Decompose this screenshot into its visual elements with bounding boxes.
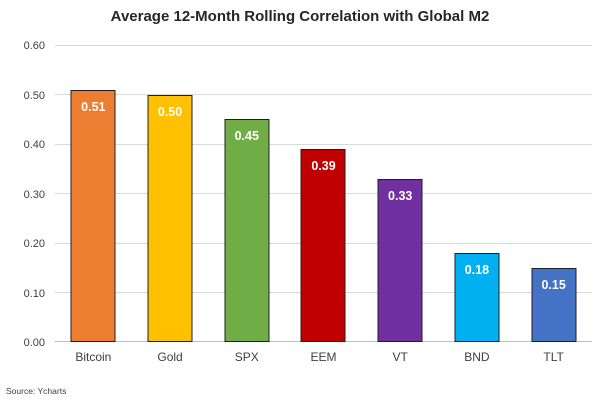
gridline: [55, 143, 592, 145]
bar-spx: 0.45: [224, 119, 270, 342]
bar-eem: 0.39: [300, 148, 346, 342]
bar-column-gold: 0.50 Gold: [132, 45, 209, 364]
y-tick-label: 0.10: [23, 287, 45, 300]
bar-bnd: 0.18: [454, 252, 500, 342]
bar-tlt: 0.15: [531, 267, 577, 342]
source-note: Source: Ycharts: [6, 386, 67, 396]
bar-gold: 0.50: [147, 94, 193, 342]
bar-column-bitcoin: 0.51 Bitcoin: [55, 45, 132, 364]
gridline: [55, 44, 592, 46]
gridline: [55, 94, 592, 95]
bar-column-tlt: 0.15 TLT: [515, 45, 592, 364]
bar-value-label: 0.15: [541, 277, 566, 292]
y-tick-label: 0.60: [23, 40, 45, 52]
bar-vt: 0.33: [377, 178, 423, 342]
x-tick-label-eem: EEM: [310, 350, 337, 364]
chart-title: Average 12-Month Rolling Correlation wit…: [110, 8, 490, 25]
bar-bitcoin: 0.51: [70, 89, 116, 342]
bar-value-label: 0.51: [81, 99, 106, 114]
y-tick-label: 0.40: [23, 139, 45, 152]
bar-value-label: 0.45: [234, 129, 259, 144]
bar-column-eem: 0.39 EEM: [285, 45, 362, 364]
y-tick-label: 0.30: [23, 188, 45, 201]
y-tick-label: 0.20: [23, 238, 45, 251]
x-tick-label-bnd: BND: [464, 350, 490, 364]
y-tick-label: 0.50: [23, 89, 45, 102]
bar-value-label: 0.39: [311, 158, 336, 173]
bar-value-label: 0.18: [464, 262, 490, 277]
bar-value-label: 0.50: [157, 104, 183, 119]
bar-column-bnd: 0.18 BND: [439, 45, 516, 364]
x-tick-label-tlt: TLT: [543, 350, 564, 364]
x-tick-label-vt: VT: [392, 350, 408, 364]
y-tick-label: 0.00: [23, 337, 45, 349]
bar-column-vt: 0.33 VT: [362, 45, 439, 364]
x-tick-label-gold: Gold: [157, 350, 183, 364]
bar-value-label: 0.33: [388, 188, 413, 203]
plot-area: 0.00 0.10 0.20 0.30 0.40 0.50 0.60 0.51 Bitcoin 0…: [24, 40, 592, 364]
x-tick-label-spx: SPX: [234, 350, 259, 364]
x-tick-label-bitcoin: Bitcoin: [75, 350, 112, 364]
bar-column-spx: 0.45 SPX: [208, 45, 285, 364]
